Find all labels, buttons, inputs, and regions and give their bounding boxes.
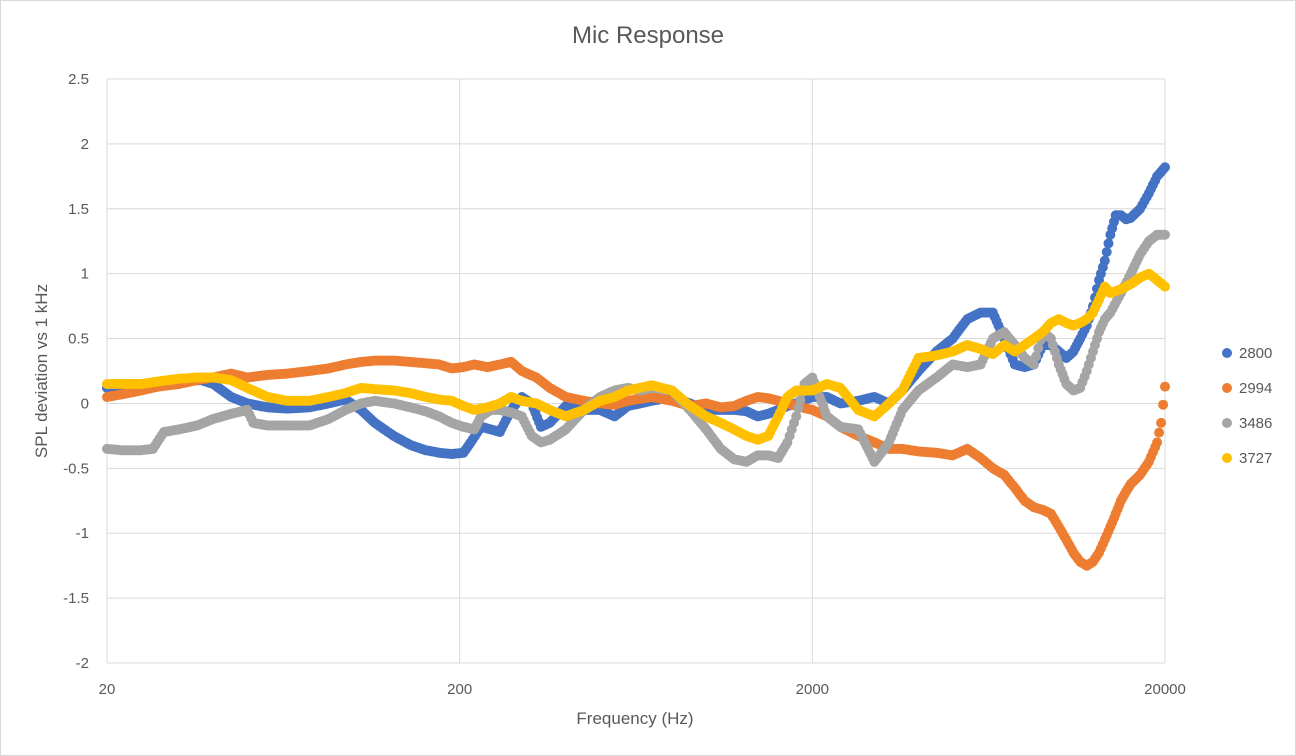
data-point	[1160, 162, 1170, 173]
data-point	[1156, 417, 1167, 428]
data-point	[1160, 381, 1170, 392]
y-tick-label: 1.5	[68, 201, 89, 218]
data-point	[1028, 359, 1039, 370]
legend-item-3727: 3727	[1222, 450, 1272, 467]
chart-title: Mic Response	[572, 22, 724, 49]
data-point	[795, 395, 806, 406]
data-point	[1103, 238, 1114, 249]
y-tick-label: 0	[81, 395, 89, 412]
legend-marker	[1222, 348, 1232, 358]
x-tick-label: 20	[99, 681, 116, 698]
tick-labels: 2.5 2 1.5 1 0.5 0 -0.5 -1 -1.5 -2 20 200 2000 20000	[63, 71, 1186, 698]
x-axis-title: Frequency (Hz)	[576, 709, 693, 728]
series-3727	[102, 268, 1170, 445]
legend-label: 2800	[1239, 345, 1272, 362]
data-point	[1160, 229, 1170, 240]
legend-label: 3486	[1239, 415, 1272, 432]
y-tick-label: -1	[76, 525, 89, 542]
x-tick-label: 20000	[1144, 681, 1186, 698]
y-tick-label: -2	[76, 655, 89, 672]
y-tick-label: 0.5	[68, 331, 89, 348]
y-tick-label: 2	[81, 136, 89, 153]
x-tick-label: 200	[447, 681, 472, 698]
legend-item-3486: 3486	[1222, 415, 1272, 432]
data-point	[1158, 399, 1169, 410]
data-point	[793, 403, 804, 414]
data-point	[1099, 255, 1110, 266]
data-point	[1101, 247, 1112, 257]
legend-label: 3727	[1239, 450, 1272, 467]
legend: 2800 2994 3486 3727	[1222, 345, 1272, 467]
data-point	[1152, 437, 1163, 448]
legend-item-2800: 2800	[1222, 345, 1272, 362]
y-tick-label: 1	[81, 266, 89, 283]
series-layer	[102, 162, 1170, 571]
legend-marker	[1222, 383, 1232, 393]
x-tick-label: 2000	[796, 681, 829, 698]
legend-label: 2994	[1239, 380, 1272, 397]
legend-marker	[1222, 418, 1232, 428]
data-point	[1031, 351, 1042, 362]
y-tick-label: -0.5	[63, 460, 89, 477]
y-tick-label: -1.5	[63, 590, 89, 607]
legend-item-2994: 2994	[1222, 380, 1272, 397]
y-tick-label: 2.5	[68, 71, 89, 88]
series-2800	[102, 162, 1170, 460]
data-point	[1154, 427, 1165, 438]
data-point	[1160, 281, 1170, 292]
data-point	[1033, 343, 1044, 354]
data-point	[791, 411, 802, 422]
y-axis-title: SPL deviation vs 1 kHz	[32, 284, 51, 458]
legend-marker	[1222, 453, 1232, 463]
